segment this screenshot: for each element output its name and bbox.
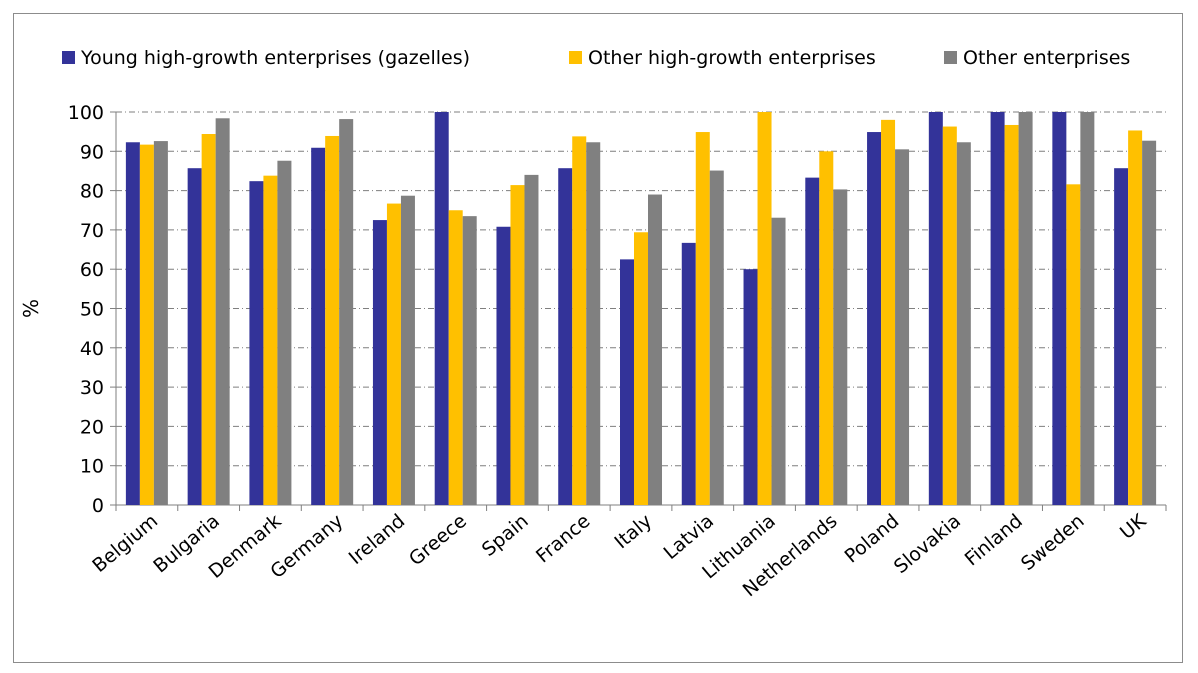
y-tick-label: 40	[80, 338, 104, 360]
legend-label: Other high-growth enterprises	[588, 47, 876, 69]
bar	[311, 147, 326, 505]
y-tick-label: 0	[92, 495, 104, 517]
x-tick-label: Ireland	[345, 510, 409, 569]
bar	[805, 177, 820, 506]
y-tick-label: 90	[80, 141, 104, 163]
y-tick-label: 100	[68, 102, 104, 124]
bar	[928, 112, 943, 505]
bar	[153, 141, 168, 505]
legend-swatch	[944, 51, 957, 64]
bar	[448, 210, 463, 505]
y-tick-label: 10	[80, 456, 104, 478]
y-tick-label: 60	[80, 259, 104, 281]
legend-label: Other enterprises	[963, 47, 1130, 69]
bar	[325, 135, 340, 505]
bar	[572, 136, 587, 505]
bar	[277, 160, 292, 505]
bar	[709, 170, 724, 505]
bar	[524, 174, 539, 505]
bar	[620, 259, 634, 505]
bar	[125, 142, 140, 506]
bar	[386, 203, 401, 505]
y-axis-label: %	[19, 299, 43, 318]
x-tick-label: Spain	[478, 510, 533, 561]
bar	[139, 144, 154, 505]
bar	[496, 226, 511, 506]
bar	[956, 142, 971, 506]
bar	[434, 112, 449, 505]
bar	[510, 185, 525, 505]
bar	[201, 134, 216, 505]
bar	[881, 119, 896, 506]
bar	[695, 132, 710, 505]
bar	[1052, 112, 1067, 505]
x-tick-label: Finland	[961, 510, 1027, 571]
bar	[1128, 130, 1143, 505]
x-tick-label: Italy	[610, 510, 656, 553]
bar	[1004, 124, 1019, 506]
bar	[990, 112, 1005, 505]
bar	[1114, 168, 1129, 505]
x-tick-label: Belgium	[88, 510, 162, 577]
bar	[249, 181, 264, 505]
bar	[462, 216, 477, 505]
x-tick-label: France	[532, 510, 595, 567]
x-tick-label: Latvia	[660, 510, 718, 564]
bar	[833, 189, 848, 505]
bar	[757, 112, 772, 505]
x-tick-label: UK	[1116, 510, 1151, 544]
y-tick-label: 70	[80, 220, 104, 242]
x-tick-label: Greece	[405, 510, 471, 570]
bar	[400, 195, 415, 506]
bar	[1080, 112, 1095, 505]
legend-label: Young high-growth enterprises (gazelles)	[80, 47, 470, 69]
x-tick-label: Sweden	[1017, 510, 1089, 575]
bar	[187, 168, 202, 505]
legend-swatch	[62, 51, 75, 64]
bar	[263, 175, 278, 505]
bar	[558, 168, 573, 505]
legend-swatch	[569, 51, 582, 64]
y-tick-label: 50	[80, 299, 104, 321]
x-tick-label: Slovakia	[890, 510, 965, 578]
bar	[743, 269, 758, 505]
bar	[372, 220, 387, 505]
bar	[819, 151, 834, 506]
bar	[1142, 140, 1157, 505]
y-tick-label: 80	[80, 181, 104, 203]
bar	[867, 132, 882, 505]
bar	[1018, 112, 1033, 505]
y-tick-label: 30	[80, 377, 104, 399]
bar	[586, 142, 601, 506]
bar	[648, 194, 662, 505]
bar	[771, 217, 786, 506]
y-tick-label: 20	[80, 416, 104, 438]
bar	[1066, 184, 1081, 505]
bar	[942, 126, 957, 505]
bar	[681, 242, 696, 505]
bar	[339, 119, 354, 505]
bar	[895, 149, 910, 505]
bar	[215, 118, 230, 506]
bar	[634, 232, 648, 505]
